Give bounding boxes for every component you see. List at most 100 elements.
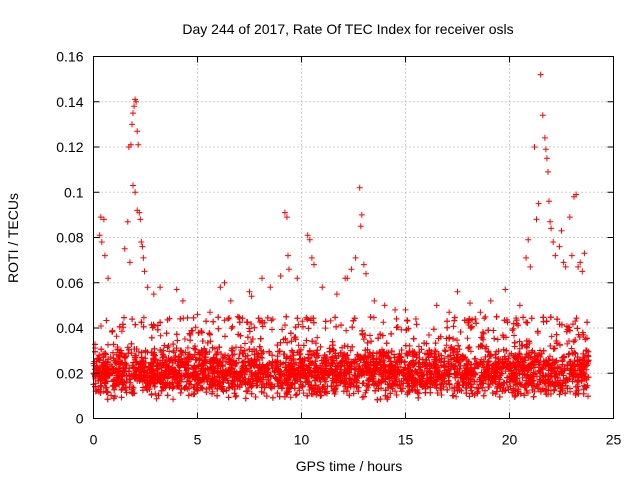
data-point <box>283 313 290 320</box>
data-point <box>482 313 489 320</box>
data-point <box>509 327 516 334</box>
data-point <box>177 389 184 396</box>
data-point <box>466 393 473 400</box>
data-point <box>310 319 317 326</box>
data-point <box>251 324 258 331</box>
data-point <box>444 324 451 331</box>
data-point <box>153 395 160 402</box>
data-points <box>90 71 592 403</box>
data-point <box>173 331 180 338</box>
data-point <box>417 369 424 376</box>
data-point <box>568 345 575 352</box>
data-point <box>187 337 194 344</box>
data-point <box>516 345 523 352</box>
data-point <box>548 333 555 340</box>
data-point <box>380 319 387 326</box>
data-point <box>118 328 125 335</box>
data-point <box>203 389 210 396</box>
data-point <box>314 334 321 341</box>
data-point <box>288 338 295 345</box>
data-point <box>347 347 354 354</box>
data-point <box>100 388 107 395</box>
data-point <box>363 387 370 394</box>
data-point <box>312 340 319 347</box>
data-point <box>415 343 422 350</box>
data-point <box>119 386 125 392</box>
data-point <box>259 323 266 330</box>
data-point <box>295 342 302 349</box>
data-point <box>453 393 460 400</box>
data-point <box>151 345 158 352</box>
data-point <box>305 325 312 332</box>
data-point <box>303 314 310 321</box>
data-point <box>210 318 217 325</box>
data-point <box>299 318 306 325</box>
data-point <box>564 385 571 392</box>
data-point <box>102 350 109 357</box>
data-point <box>163 330 170 337</box>
data-point <box>483 343 490 350</box>
data-point <box>263 380 270 387</box>
data-point <box>552 380 558 387</box>
data-point <box>211 354 218 361</box>
data-point <box>416 359 423 366</box>
data-point <box>157 332 164 339</box>
data-point <box>426 347 433 354</box>
data-point <box>494 336 501 343</box>
data-point <box>129 316 136 323</box>
data-point <box>362 389 369 396</box>
data-point <box>521 392 528 399</box>
data-point <box>309 338 316 345</box>
data-point <box>248 321 255 327</box>
data-point <box>184 314 191 321</box>
data-point <box>267 384 274 391</box>
data-point <box>460 355 467 362</box>
data-point <box>516 338 523 345</box>
data-point <box>322 325 329 332</box>
grid-lines <box>93 56 614 419</box>
data-point <box>246 325 253 332</box>
data-point <box>454 348 461 355</box>
data-point <box>546 353 553 360</box>
data-point <box>482 387 488 394</box>
data-point <box>491 335 498 342</box>
data-point <box>506 352 513 358</box>
data-point <box>516 350 522 357</box>
data-point <box>244 334 251 341</box>
data-point <box>103 317 110 324</box>
data-point <box>184 344 191 351</box>
data-point <box>415 394 422 401</box>
data-point <box>287 394 294 401</box>
data-point <box>557 342 563 349</box>
data-point <box>255 315 262 322</box>
data-point <box>426 332 432 338</box>
data-point <box>454 337 460 344</box>
data-point <box>496 393 503 400</box>
data-point <box>170 396 177 403</box>
data-point <box>282 322 288 329</box>
data-point <box>300 390 307 397</box>
data-point <box>97 389 104 396</box>
data-point <box>450 323 457 330</box>
data-point <box>432 340 439 347</box>
data-point <box>473 359 480 366</box>
data-point <box>383 340 390 347</box>
data-point <box>215 314 222 321</box>
data-point <box>274 353 281 360</box>
data-point <box>443 342 450 349</box>
data-point <box>294 315 301 322</box>
data-point <box>570 321 576 328</box>
data-point <box>398 326 405 333</box>
data-point <box>505 386 512 393</box>
data-point <box>242 395 249 402</box>
data-point <box>310 315 317 322</box>
data-point <box>225 316 232 322</box>
data-point <box>472 316 479 322</box>
data-point <box>438 387 445 393</box>
data-point <box>467 348 474 355</box>
data-point <box>379 332 386 339</box>
data-point <box>248 390 255 397</box>
data-point <box>234 313 241 320</box>
data-point <box>317 392 324 399</box>
